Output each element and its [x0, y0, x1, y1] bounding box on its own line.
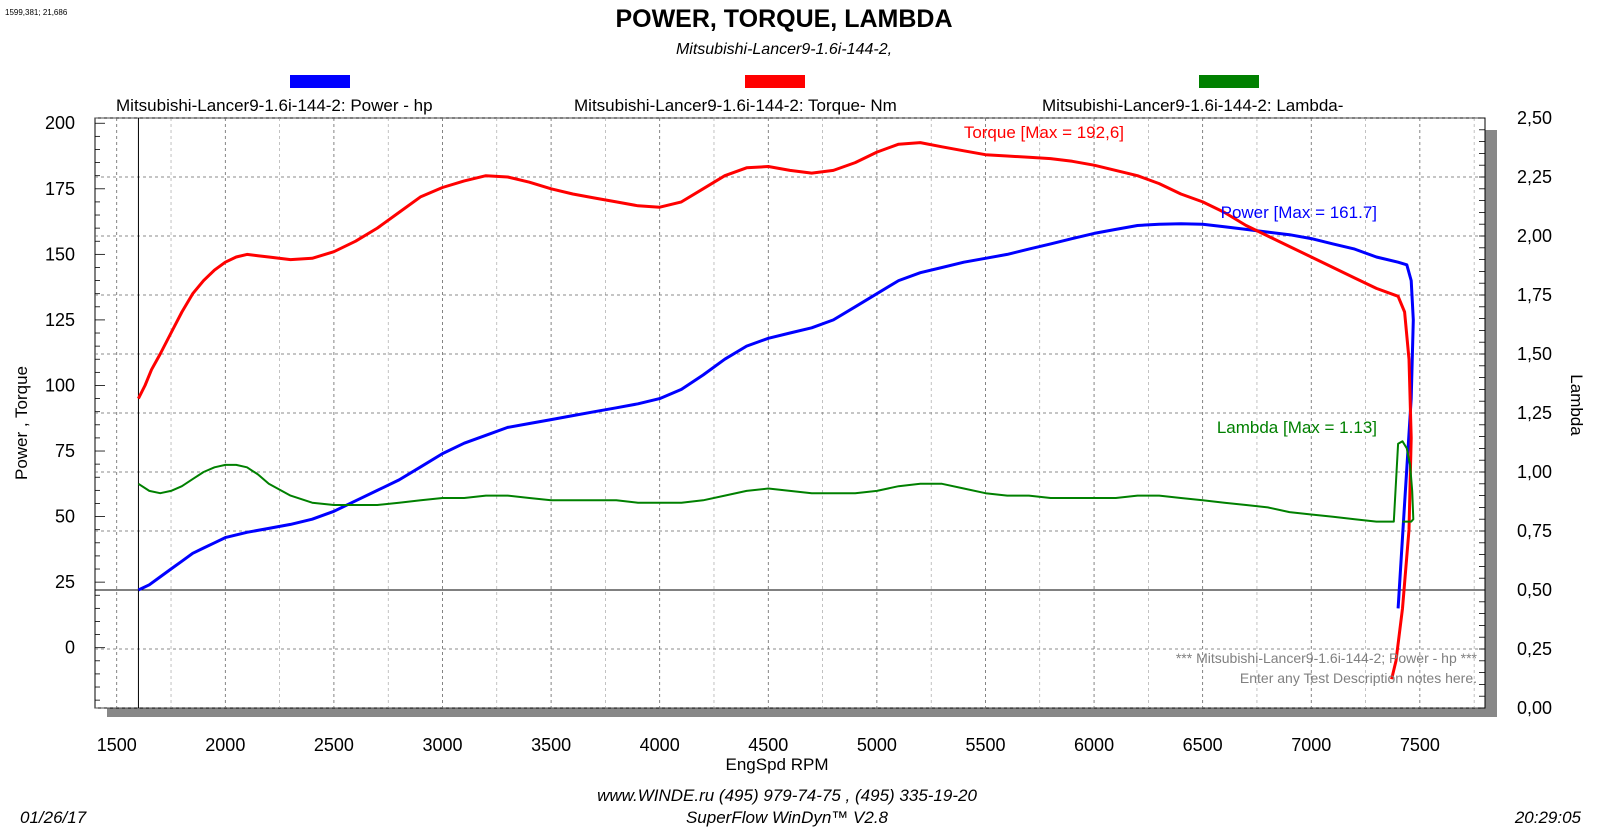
x-tick-label: 2500	[314, 735, 354, 755]
y-right-tick-label: 2,50	[1517, 108, 1552, 128]
x-tick-label: 3500	[531, 735, 571, 755]
y-left-tick-label: 50	[55, 507, 75, 527]
legend-label-torque: Mitsubishi-Lancer9-1.6i-144-2: Torque- N…	[574, 96, 897, 115]
footer-website-phone: www.WINDE.ru (495) 979-74-75 , (495) 335…	[597, 786, 977, 805]
y-left-tick-label: 100	[45, 375, 75, 395]
series-lines	[137, 141, 1415, 680]
x-tick-label: 7500	[1400, 735, 1440, 755]
y-left-tick-labels: 0 25 50 75 100 125 150 175 200	[45, 113, 75, 657]
legend-swatch-power	[290, 75, 350, 88]
y-left-tick-label: 175	[45, 179, 75, 199]
y-right-tick-label: 1,50	[1517, 344, 1552, 364]
footer-time: 20:29:05	[1514, 808, 1582, 827]
y-right-axis-label: Lambda	[1567, 374, 1586, 436]
x-tick-label: 4000	[640, 735, 680, 755]
power-max-annotation: Power [Max = 161.7]	[1221, 203, 1377, 222]
x-tick-label: 4500	[748, 735, 788, 755]
legend-label-lambda: Mitsubishi-Lancer9-1.6i-144-2: Lambda-	[1042, 96, 1343, 115]
x-tick-label: 7000	[1291, 735, 1331, 755]
y-left-axis-label: Power , Torque	[12, 366, 31, 480]
legend-swatch-lambda	[1199, 75, 1259, 88]
y-left-tick-label: 125	[45, 310, 75, 330]
y-right-tick-label: 2,25	[1517, 167, 1552, 187]
torque-max-annotation: Torque [Max = 192,6]	[964, 123, 1124, 142]
note-line-1: *** Mitsubishi-Lancer9-1.6i-144-2; Power…	[1176, 650, 1478, 666]
torque-line	[137, 141, 1413, 680]
y-right-tick-label: 0,00	[1517, 698, 1552, 718]
cursor-readout: 1599,381; 21,686	[5, 8, 68, 17]
x-tick-label: 3000	[422, 735, 462, 755]
chart-subtitle: Mitsubishi-Lancer9-1.6i-144-2,	[676, 41, 892, 58]
footer-date: 01/26/17	[20, 808, 87, 827]
x-tick-label: 2000	[205, 735, 245, 755]
x-tick-label: 6500	[1183, 735, 1223, 755]
x-axis-label: EngSpd RPM	[726, 755, 829, 774]
x-tick-label: 6000	[1074, 735, 1114, 755]
y-right-tick-label: 0,50	[1517, 580, 1552, 600]
x-tick-label: 5500	[965, 735, 1005, 755]
y-right-tick-label: 0,25	[1517, 639, 1552, 659]
x-tick-labels: 1500 2000 2500 3000 3500 4000 4500 5000 5500 6000…	[97, 735, 1440, 755]
power-line	[137, 222, 1415, 609]
footer-software: SuperFlow WinDyn™ V2.8	[686, 808, 889, 827]
legend-swatch-torque	[745, 75, 805, 88]
y-right-tick-labels: 0,00 0,25 0,50 0,75 1,00 1,25 1,50 1,75 2,00 2,25…	[1517, 108, 1552, 718]
y-right-tick-label: 1,00	[1517, 462, 1552, 482]
y-left-tick-label: 75	[55, 441, 75, 461]
note-line-2: Enter any Test Description notes here.	[1240, 670, 1477, 686]
y-left-tick-label: 200	[45, 113, 75, 133]
x-tick-label: 1500	[97, 735, 137, 755]
lambda-max-annotation: Lambda [Max = 1.13]	[1217, 418, 1377, 437]
x-tick-label: 5000	[857, 735, 897, 755]
y-right-tick-label: 0,75	[1517, 521, 1552, 541]
chart-title: POWER, TORQUE, LAMBDA	[615, 5, 952, 33]
lambda-line	[137, 440, 1415, 523]
y-left-tick-label: 25	[55, 572, 75, 592]
reference-lines	[95, 118, 1485, 708]
y-left-tick-label: 150	[45, 244, 75, 264]
legend-label-power: Mitsubishi-Lancer9-1.6i-144-2: Power - h…	[116, 96, 433, 115]
minor-ticks	[95, 117, 1485, 709]
y-right-tick-label: 1,75	[1517, 285, 1552, 305]
grid	[95, 117, 1485, 709]
y-right-tick-label: 2,00	[1517, 226, 1552, 246]
y-left-tick-label: 0	[65, 638, 75, 658]
y-right-tick-label: 1,25	[1517, 403, 1552, 423]
legend: Mitsubishi-Lancer9-1.6i-144-2: Power - h…	[116, 75, 1343, 115]
